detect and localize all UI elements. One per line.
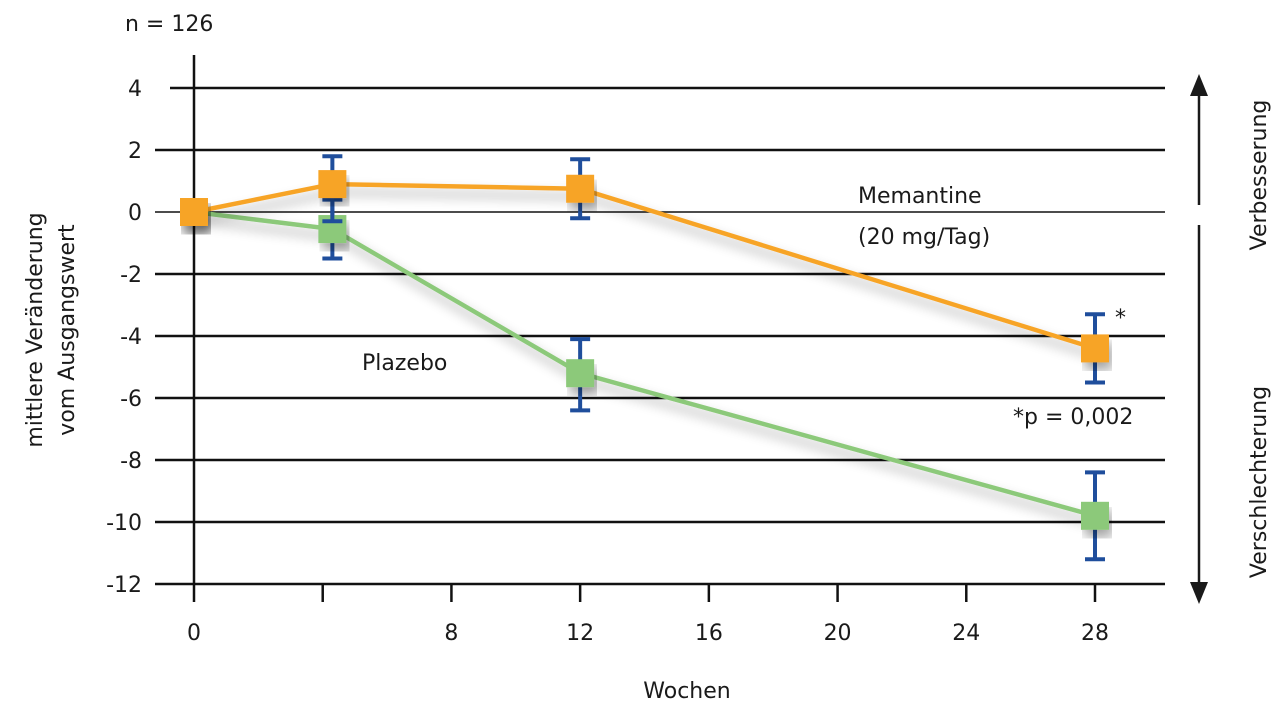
label-plazebo: Plazebo — [362, 351, 447, 376]
right-label-verschlechterung: Verschlechterung — [1247, 386, 1272, 578]
series-plazebo — [180, 197, 1109, 562]
x-tick-label-16: 16 — [695, 621, 723, 646]
series-group — [180, 154, 1109, 562]
y-tick-label--8: -8 — [120, 449, 142, 474]
data-point-memantine-2 — [566, 174, 595, 203]
y-tick-label--12: -12 — [106, 573, 142, 598]
right-label-verbesserung: Verbesserung — [1247, 100, 1272, 251]
significance-star: * — [1115, 306, 1126, 331]
direction-indicator — [1190, 74, 1208, 604]
x-tick-label-20: 20 — [824, 621, 852, 646]
data-point-memantine-0 — [180, 198, 208, 226]
grid-lines: -12 -10 -8 -6 -4 -2 0 2 4 — [106, 77, 1165, 598]
series-line-memantine — [193, 181, 1096, 351]
y-tick-label--2: -2 — [120, 263, 142, 288]
arrow-up-icon — [1190, 74, 1208, 96]
y-tick-label--4: -4 — [120, 325, 142, 350]
sample-size-note: n = 126 — [125, 12, 213, 37]
p-value-annotation: *p = 0,002 — [1013, 405, 1133, 430]
label-memantine-line2: (20 mg/Tag) — [858, 225, 990, 250]
data-point-memantine-3 — [1081, 334, 1109, 363]
label-memantine-line1: Memantine — [858, 184, 982, 209]
series-line-plazebo — [193, 209, 1096, 518]
y-tick-label-4: 4 — [128, 77, 142, 102]
x-tick-label-0: 0 — [187, 621, 201, 646]
data-point-memantine-1 — [318, 170, 347, 199]
y-tick-label--10: -10 — [106, 511, 142, 536]
x-tick-label-28: 28 — [1081, 621, 1109, 646]
x-tick-label-24: 24 — [952, 621, 980, 646]
y-axis-label-line2: vom Ausgangswert — [55, 224, 80, 436]
data-point-plazebo-3 — [1081, 501, 1109, 530]
y-tick-label-0: 0 — [128, 201, 142, 226]
axes: 0 8 12 16 20 24 28 — [187, 55, 1109, 646]
data-point-plazebo-2 — [566, 359, 595, 388]
x-tick-label-12: 12 — [566, 621, 594, 646]
x-axis-label: Wochen — [643, 679, 730, 704]
arrow-down-icon — [1190, 582, 1208, 604]
y-axis-label-line1: mittlere Veränderung — [23, 212, 48, 447]
series-memantine — [180, 154, 1109, 385]
y-tick-label-2: 2 — [128, 139, 142, 164]
x-tick-label-8: 8 — [444, 621, 458, 646]
y-tick-label--6: -6 — [120, 387, 142, 412]
